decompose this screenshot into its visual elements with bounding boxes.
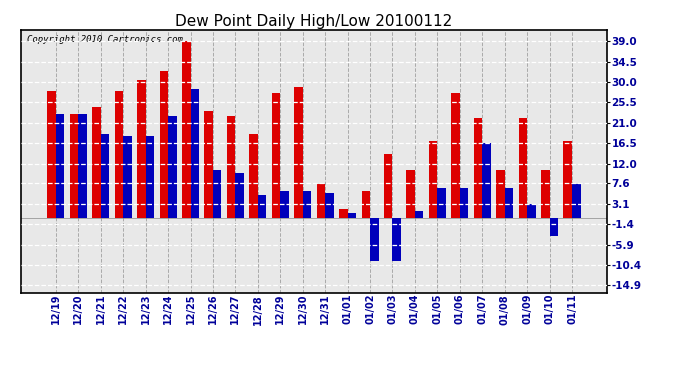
Bar <box>451 93 460 218</box>
Bar <box>249 134 258 218</box>
Bar <box>437 188 446 218</box>
Bar <box>482 143 491 218</box>
Bar <box>406 170 415 218</box>
Bar <box>429 141 437 218</box>
Bar <box>370 218 379 261</box>
Bar <box>564 141 572 218</box>
Bar <box>272 93 280 218</box>
Bar <box>182 41 190 218</box>
Bar <box>146 136 154 218</box>
Bar <box>56 114 64 218</box>
Bar <box>474 118 482 218</box>
Bar <box>124 136 132 218</box>
Bar <box>339 209 348 218</box>
Bar <box>101 134 109 218</box>
Bar <box>258 195 266 218</box>
Bar <box>48 91 56 218</box>
Bar <box>204 111 213 218</box>
Text: Copyright 2010 Cartronics.com: Copyright 2010 Cartronics.com <box>26 35 182 44</box>
Bar <box>541 170 549 218</box>
Bar <box>115 91 124 218</box>
Bar <box>168 116 177 218</box>
Bar <box>213 170 221 218</box>
Bar <box>303 190 311 218</box>
Bar <box>79 114 87 218</box>
Bar <box>415 211 424 218</box>
Bar <box>527 204 535 218</box>
Bar <box>384 154 393 218</box>
Bar <box>280 190 289 218</box>
Bar <box>325 193 334 218</box>
Bar <box>317 184 325 218</box>
Bar <box>159 71 168 218</box>
Bar <box>519 118 527 218</box>
Bar <box>549 218 558 236</box>
Bar <box>190 89 199 218</box>
Bar <box>504 188 513 218</box>
Bar <box>496 170 504 218</box>
Bar <box>393 218 401 261</box>
Bar <box>70 114 79 218</box>
Bar <box>227 116 235 218</box>
Bar <box>92 107 101 218</box>
Bar <box>235 172 244 218</box>
Bar <box>348 213 356 218</box>
Bar <box>294 87 303 218</box>
Bar <box>460 188 469 218</box>
Bar <box>572 184 580 218</box>
Bar <box>362 190 370 218</box>
Bar <box>137 80 146 218</box>
Title: Dew Point Daily High/Low 20100112: Dew Point Daily High/Low 20100112 <box>175 14 453 29</box>
